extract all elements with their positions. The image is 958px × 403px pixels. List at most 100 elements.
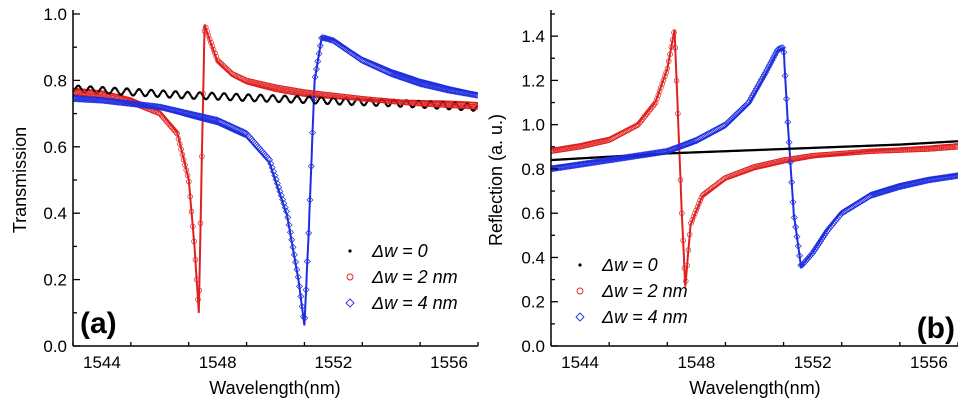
data-point (180, 156, 187, 163)
data-point (458, 89, 466, 97)
legend-label: Δw = 4 nm (371, 293, 458, 313)
data-point (267, 160, 275, 168)
data-point (435, 84, 443, 92)
data-point (398, 74, 406, 82)
data-point (664, 65, 671, 72)
data-point (400, 74, 408, 82)
data-point (436, 84, 444, 92)
data-point (678, 142, 686, 150)
data-point (183, 167, 190, 173)
data-point (292, 258, 300, 266)
data-point (690, 213, 697, 220)
data-point (303, 257, 311, 265)
data-point (729, 114, 737, 122)
data-point (310, 95, 318, 103)
data-point (437, 85, 445, 93)
data-point (201, 28, 208, 34)
data-point (237, 95, 241, 99)
data-point (432, 83, 440, 91)
x-tick-label: 1552 (314, 353, 352, 372)
data-point (643, 111, 650, 117)
data-point (293, 266, 301, 274)
data-point (163, 105, 171, 113)
data-point (466, 90, 474, 98)
data-point (269, 168, 277, 176)
data-point (195, 112, 203, 120)
data-point (781, 72, 789, 80)
data-point (196, 287, 203, 294)
data-point (647, 106, 654, 112)
data-point (894, 183, 902, 191)
data-point (444, 86, 452, 94)
data-point (200, 113, 208, 121)
data-point (323, 35, 331, 43)
data-point (324, 35, 332, 43)
data-point (178, 146, 184, 152)
data-point (769, 54, 777, 62)
data-point (298, 97, 301, 101)
data-point (279, 195, 287, 203)
data-point (325, 35, 333, 43)
data-point (210, 46, 217, 53)
data-point (797, 261, 805, 269)
legend-marker (575, 312, 585, 322)
data-point (212, 50, 218, 56)
data-point (225, 95, 229, 98)
data-point (401, 74, 409, 82)
data-point (836, 211, 844, 219)
data-point (177, 108, 185, 116)
data-point (465, 90, 473, 98)
data-point (275, 184, 283, 192)
y-tick-label: 1.0 (43, 5, 67, 24)
data-point (194, 112, 202, 120)
data-point (684, 139, 692, 147)
y-tick-label: 0.8 (521, 160, 545, 179)
data-point (658, 84, 664, 91)
data-point (814, 241, 822, 249)
data-point (394, 72, 402, 80)
data-point (794, 242, 802, 250)
y-tick-label: 0.0 (43, 337, 67, 356)
data-point (276, 188, 284, 196)
data-point (765, 61, 773, 69)
data-point (391, 71, 399, 79)
data-point (696, 201, 702, 207)
data-point (285, 221, 293, 229)
data-point (405, 76, 413, 84)
data-point (410, 78, 418, 86)
data-point (447, 87, 455, 95)
y-tick-label: 0.6 (521, 204, 545, 223)
data-point (418, 80, 426, 88)
data-point (419, 80, 427, 88)
data-point (431, 83, 439, 91)
plot-area-b (551, 29, 958, 287)
data-point (665, 147, 673, 155)
data-point (280, 199, 288, 207)
data-point (189, 93, 192, 97)
data-point (250, 96, 253, 99)
data-point (737, 106, 745, 114)
data-point (682, 140, 690, 148)
x-tick-label: 1556 (910, 353, 948, 372)
data-point (672, 45, 679, 51)
data-point (173, 107, 181, 115)
data-point (427, 82, 435, 90)
data-point (748, 92, 756, 100)
data-point (423, 81, 431, 89)
data-point (771, 51, 779, 59)
data-point (641, 114, 647, 121)
data-point (212, 116, 220, 124)
data-point (731, 111, 739, 119)
data-point (199, 153, 205, 160)
axes-b: 1544 1548 1552 1556 0.0 0.2 0.4 0.6 0.8 1.0 1.2 1.4 (521, 10, 958, 372)
data-point (786, 158, 794, 166)
data-point (213, 53, 219, 60)
data-point (290, 251, 298, 259)
data-point (462, 89, 470, 97)
data-point (722, 120, 730, 128)
data-point (190, 223, 196, 230)
data-point (892, 184, 900, 192)
data-point (682, 278, 689, 284)
data-point (199, 113, 207, 121)
data-point (262, 96, 265, 99)
